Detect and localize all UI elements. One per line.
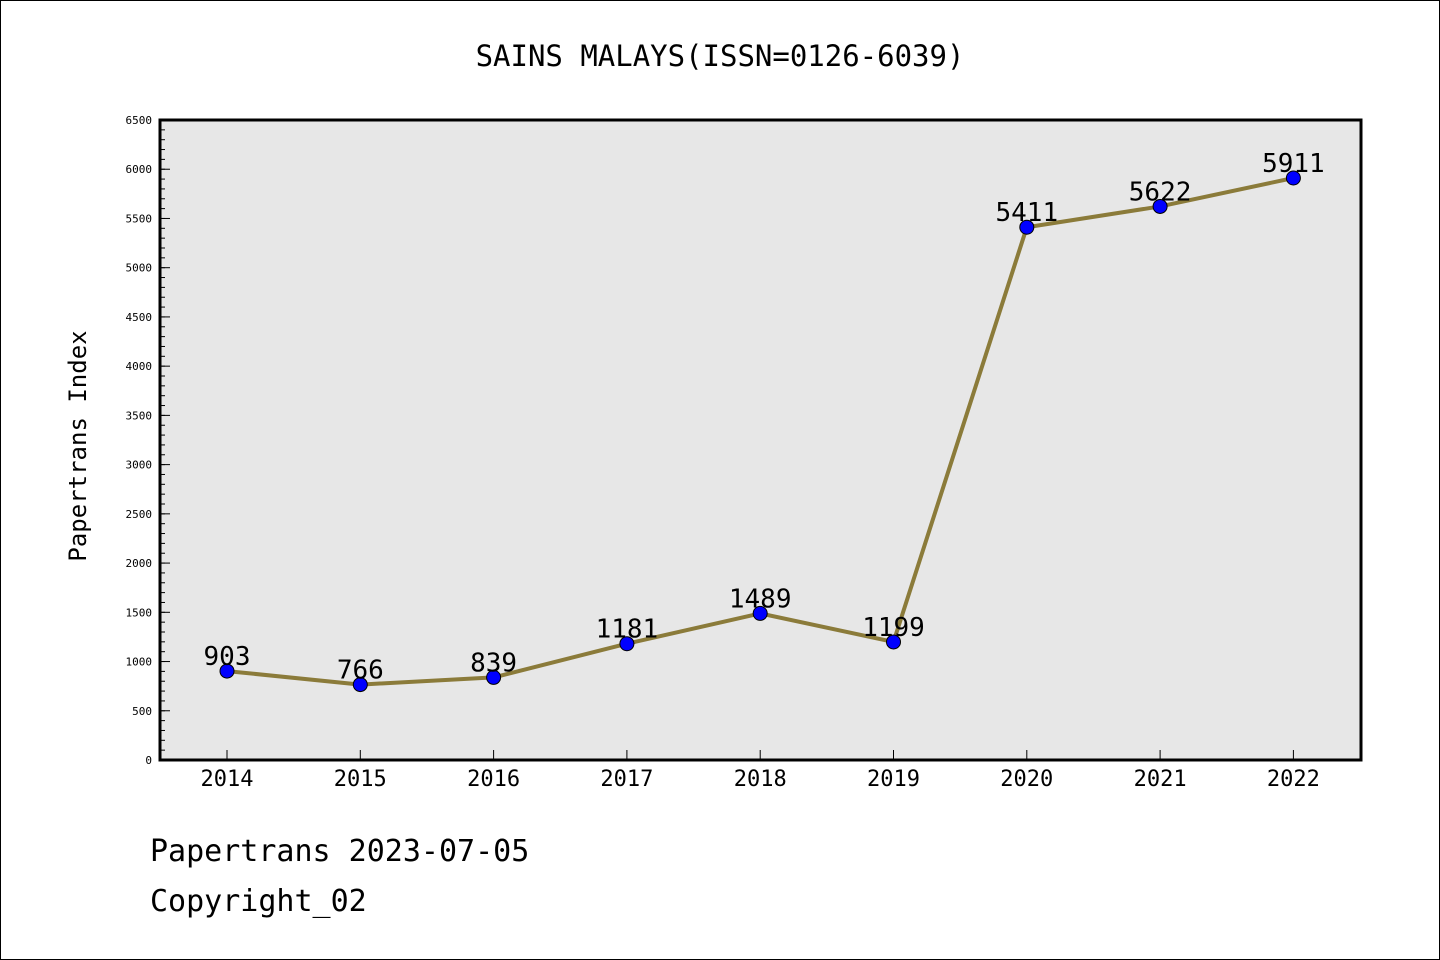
data-point — [219, 663, 235, 679]
y-tick-label: 4000 — [126, 360, 153, 373]
x-tick-label: 2014 — [201, 767, 254, 792]
plot-border — [158, 118, 1363, 762]
data-label: 766 — [337, 656, 384, 686]
data-point — [1285, 170, 1301, 186]
x-tick-label: 2017 — [600, 767, 653, 792]
series-markers — [219, 170, 1301, 693]
data-label: 5622 — [1129, 177, 1192, 207]
data-point — [486, 669, 502, 685]
data-label: 1181 — [596, 615, 659, 645]
data-point — [352, 677, 368, 693]
y-tick-label: 5000 — [126, 262, 153, 275]
y-tick-label: 5500 — [126, 212, 153, 225]
x-tick-label: 2015 — [334, 767, 387, 792]
y-tick-label: 1500 — [126, 606, 153, 619]
y-tick-label: 500 — [132, 705, 152, 718]
data-label: 5411 — [995, 198, 1058, 228]
footer-date-text: Papertrans 2023-07-05 — [150, 834, 530, 869]
y-tick-label: 3000 — [126, 459, 153, 472]
data-label: 903 — [204, 642, 251, 672]
x-axis-ticks: 2014 2015 2016 2017 2018 2019 2020 2021 2022 — [201, 750, 1320, 792]
data-point — [752, 605, 768, 621]
plot-area — [160, 120, 1361, 760]
y-axis-ticks: 0 500 1000 1500 2000 2500 3000 3500 4000 4500 5000… — [126, 114, 170, 767]
x-tick-label: 2022 — [1267, 767, 1320, 792]
x-tick-label: 2021 — [1134, 767, 1187, 792]
chart-title: SAINS MALAYS(ISSN=0126-6039) — [476, 39, 965, 73]
data-point — [886, 634, 901, 650]
y-axis-label: Papertrans Index — [64, 330, 92, 561]
y-tick-label: 1000 — [126, 656, 153, 669]
y-tick-label: 2500 — [126, 508, 153, 521]
y-tick-label: 2000 — [126, 557, 153, 570]
y-tick-label: 0 — [145, 754, 152, 767]
data-label: 839 — [470, 648, 517, 678]
data-point — [1019, 219, 1035, 235]
data-label: 1199 — [862, 613, 925, 643]
x-tick-label: 2018 — [734, 767, 787, 792]
footer-copyright-text: Copyright_02 — [150, 884, 367, 919]
data-point — [619, 636, 635, 652]
data-point — [1152, 198, 1168, 214]
x-tick-label: 2020 — [1000, 767, 1053, 792]
data-labels: 903 766 839 1181 1489 1199 5411 5622 5911 — [204, 149, 1325, 686]
y-tick-label: 4500 — [126, 311, 153, 324]
x-tick-label: 2016 — [467, 767, 520, 792]
y-tick-label: 3500 — [126, 409, 153, 422]
y-tick-label: 6500 — [126, 114, 153, 127]
data-label: 5911 — [1262, 149, 1325, 179]
data-label: 1489 — [729, 584, 792, 614]
y-tick-label: 6000 — [126, 163, 153, 176]
x-tick-label: 2019 — [867, 767, 920, 792]
